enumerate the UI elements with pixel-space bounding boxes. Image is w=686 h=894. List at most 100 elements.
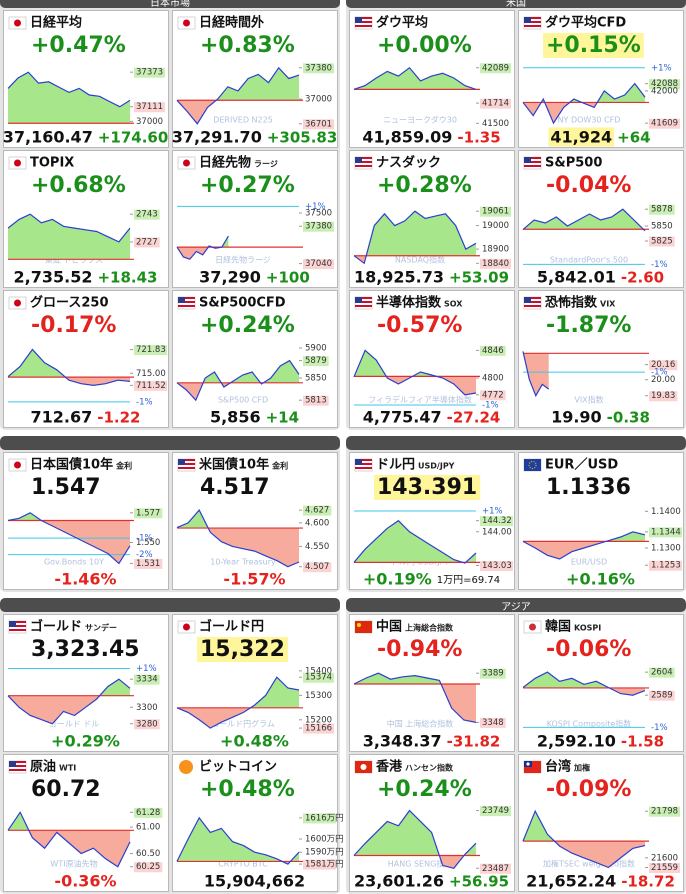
market-card[interactable]: ビットコイン +0.48% CRYPTO BTC 1616万円 1600万円 1590万円…: [172, 754, 344, 892]
price-line: [522, 671, 646, 696]
price-line: [176, 816, 300, 865]
market-card[interactable]: 半導体指数 SOX-0.57%フィラデルフィア半導体指数484648004772-…: [349, 290, 515, 428]
market-card[interactable]: ダウ平均 +0.00% ニューヨークダウ30 42089 41714 41500 41,85…: [349, 10, 515, 148]
label-bg: [303, 356, 329, 367]
label-bg: [480, 345, 506, 356]
area-down: [177, 707, 251, 729]
headline-figure: +0.68%: [31, 173, 126, 198]
bottom-figure: +305.83: [267, 129, 337, 147]
price-line: [353, 519, 477, 564]
label-bg: [303, 672, 335, 683]
market-card[interactable]: EUR／USD 1.1336 EUR/USD 1.1400 1.1344 1.1300 1.…: [518, 452, 684, 590]
market-card[interactable]: 日本国債10年 金利 1.547 Gov.Bonds 10Y 1.577 -1%1.550…: [3, 452, 169, 590]
area-up: [8, 812, 29, 831]
bottom-figure: 37,160.47: [3, 128, 93, 147]
headline-figure: 15,322: [200, 637, 285, 662]
label-bg: [134, 508, 163, 519]
headline-figure: +0.27%: [200, 173, 295, 198]
axis-label: 5850: [651, 222, 673, 232]
axis-label: 1616万円: [305, 813, 344, 823]
axis-label: 37380: [305, 222, 332, 232]
market-card[interactable]: S&P500 -0.04% StandardPoor's 500 5878 5850 58…: [518, 150, 684, 288]
watermark: Gov.Bonds 10Y: [44, 558, 104, 567]
label-bg: [649, 236, 675, 247]
market-card[interactable]: 日経平均+0.47%東証 日経225平均37373371113700037,16…: [3, 10, 169, 148]
price-line: [522, 208, 646, 232]
axis-label: 41714: [482, 99, 509, 109]
headline-figure: 60.72: [31, 777, 101, 802]
axis-label: 1.1344: [651, 527, 681, 537]
flag-stripe: [355, 25, 372, 27]
axis-label: -1%: [651, 368, 668, 378]
market-card[interactable]: 米国債10年 金利4.517 10-Year Treasury 4.627 4.600 4…: [172, 452, 338, 590]
axis-label: 36701: [305, 119, 332, 129]
card-name: 韓国: [545, 619, 571, 635]
price-line: [7, 512, 131, 565]
market-card[interactable]: 恐怖指数 VIX -1.87% VIX指数 20.16-1%20.00 19.83 19.9…: [518, 290, 684, 428]
label-bg: [303, 723, 335, 734]
price-line: [353, 672, 477, 723]
bottom-figure: +53.09: [449, 269, 509, 287]
bottom-figure: 712.67: [31, 408, 93, 427]
market-card[interactable]: ナスダック +0.28% NASDAQ指数 19061 19000 18900 18840 1…: [349, 150, 515, 288]
section-title: 日本市場: [150, 0, 190, 9]
market-card[interactable]: S&P500CFD +0.24% S&P500 CFD 5900 5879 5850 581…: [172, 290, 338, 428]
flag-canton: [9, 621, 16, 627]
axis-label: 19000: [482, 221, 509, 231]
card-name: ゴールド: [30, 619, 82, 635]
bottom-figure: 21,652.24: [526, 872, 616, 891]
section-header: [346, 0, 686, 8]
axis-label: 144.32: [482, 516, 512, 526]
label-bg: [134, 674, 160, 685]
market-card[interactable]: 韓国 KOSPI -0.06% KOSPI Composite指数 2604 2589 -1…: [518, 614, 684, 752]
market-card[interactable]: 台湾 加権 -0.09% 加権TSEC weighted指数 21798 21600215…: [518, 754, 684, 892]
watermark: 加権TSEC weighted指数: [543, 859, 635, 869]
axis-label: 15200: [305, 715, 332, 725]
label-bg: [480, 258, 512, 269]
axis-label: +1%: [651, 63, 672, 73]
card-name: EUR／USD: [545, 457, 618, 473]
headline-figure: -0.04%: [546, 173, 631, 198]
axis-label: 1.577: [136, 508, 160, 518]
flag-emblem: [357, 623, 361, 627]
watermark: DERIVED N225: [213, 116, 273, 125]
headline-figure: -1.87%: [546, 313, 631, 338]
market-card[interactable]: 日経先物 ラージ +0.27% 日経先物ラージ +1%37500 37380 37040 37…: [172, 150, 338, 288]
axis-label: 4846: [482, 346, 504, 356]
flag-stripe: [178, 305, 195, 307]
axis-label: 15300: [305, 691, 332, 701]
flag-stripe: [355, 305, 372, 307]
bottom-figure: 2,735.52: [14, 268, 93, 287]
area-up: [523, 83, 645, 103]
market-card[interactable]: 原油 WTI 60.72 WTI原油先物 61.28 61.00 60.50 60.25 -0.…: [3, 754, 169, 892]
flag-emblem: [529, 623, 536, 631]
market-card[interactable]: グロース250 -0.17% 721.83 715.00 711.52 -1% 712.67…: [3, 290, 169, 428]
flag-emblem: [14, 159, 21, 167]
card-name: 原油: [30, 759, 56, 775]
flag-emblem: [528, 461, 537, 469]
price-line: [522, 351, 550, 398]
market-card[interactable]: 中国 上海総合指数 -0.94% 中国 上海総合指数 3389 3348 3,348.37-…: [349, 614, 515, 752]
flag-stripe: [178, 301, 195, 303]
bottom-figure: -0.38: [607, 409, 650, 427]
axis-label: +1%: [136, 664, 157, 674]
axis-label: 3280: [136, 719, 158, 729]
price-line: [7, 811, 131, 868]
label-bg: [480, 806, 512, 817]
axis-label: 42088: [651, 79, 678, 89]
label-bg: [649, 204, 675, 215]
axis-label: 2743: [136, 210, 158, 220]
market-card[interactable]: 日経時間外 +0.83% DERIVED N225 37380 37000 36701 37…: [172, 10, 338, 148]
headline-figure: 143.391: [377, 475, 477, 500]
axis-label: -2%: [136, 550, 153, 560]
market-card[interactable]: ゴールド サンデー 3,323.45 ゴールド ドル +1%3334 3300 3280 +0…: [3, 614, 169, 752]
price-line: [7, 678, 131, 725]
market-card[interactable]: 香港 ハンセン指数 +0.24% HANG SENG指数 23749 23487 23,60…: [349, 754, 515, 892]
card-sub: ハンセン指数: [405, 763, 454, 773]
bottom-figure: 5,842.01: [537, 268, 616, 287]
watermark: 中国 上海総合指数: [387, 719, 454, 729]
